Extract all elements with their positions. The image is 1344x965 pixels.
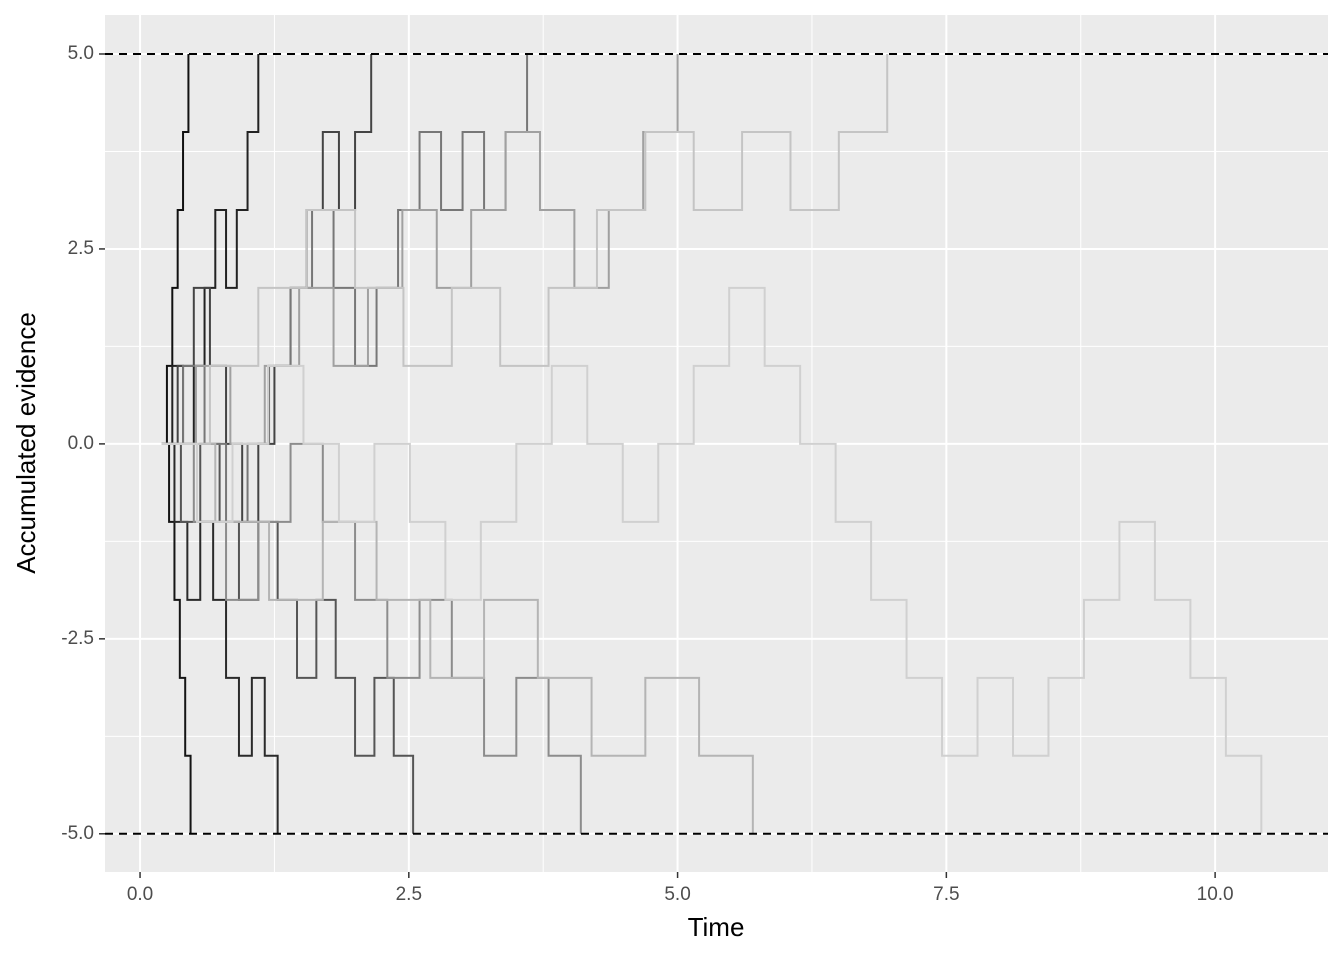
y-axis-title: Accumulated evidence — [11, 312, 41, 574]
y-tick-label: 0.0 — [68, 433, 94, 454]
evidence-path — [161, 53, 190, 445]
evidence-path — [161, 286, 1263, 834]
x-tick-label: 0.0 — [127, 884, 153, 905]
evidence-path — [161, 53, 373, 523]
evidence-path — [163, 442, 192, 834]
evidence-path — [161, 442, 754, 834]
x-tick-label: 5.0 — [664, 884, 690, 905]
paths — [161, 53, 1263, 834]
x-tick-label: 7.5 — [933, 884, 959, 905]
y-tick-label: -2.5 — [61, 628, 94, 649]
y-tick-label: 5.0 — [68, 43, 94, 64]
evidence-path — [161, 53, 889, 445]
x-tick-label: 2.5 — [396, 884, 422, 905]
x-axis-title: Time — [688, 912, 745, 942]
y-tick-label: -5.0 — [61, 823, 94, 844]
axes: 0.0 2.5 5.0 7.5 10.0 -5.0 -2.5 0.0 2.5 5.0 — [61, 43, 1328, 905]
y-tick-label: 2.5 — [68, 238, 94, 259]
x-tick-label: 10.0 — [1197, 884, 1234, 905]
